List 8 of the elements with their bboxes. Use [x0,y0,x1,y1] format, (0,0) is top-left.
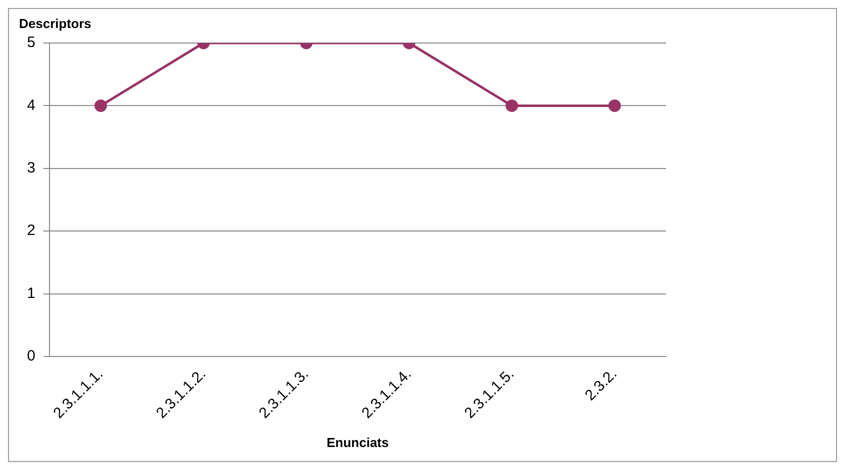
y-tick-label: 4 [27,96,36,114]
y-tick-label: 0 [27,348,36,365]
y-tick-label: 5 [27,34,36,52]
y-tick-label: 1 [27,284,36,302]
y-tick-label: 3 [27,160,36,177]
y-axis-title: Descriptors [19,16,92,32]
y-tick-label: 2 [27,222,36,240]
x-axis-title: Enunciats [326,434,389,450]
